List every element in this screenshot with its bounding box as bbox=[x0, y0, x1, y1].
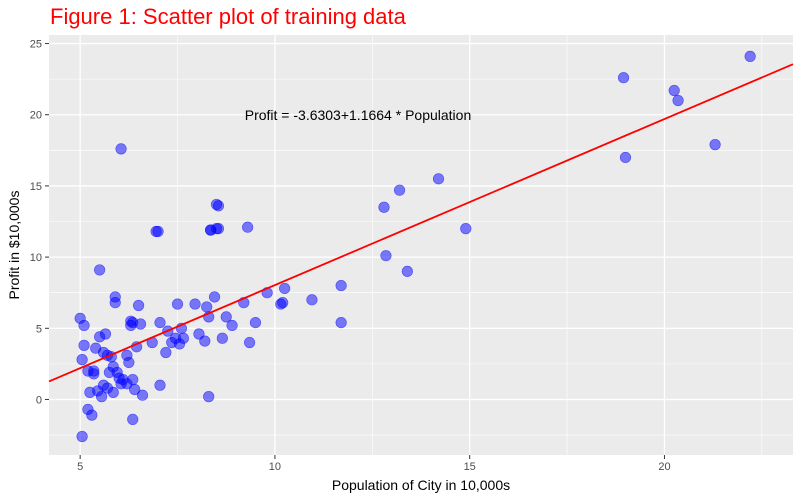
data-point bbox=[199, 335, 211, 347]
data-point bbox=[78, 339, 90, 351]
data-point bbox=[177, 332, 189, 344]
data-point bbox=[277, 297, 289, 309]
y-tick-label: 25 bbox=[30, 39, 42, 51]
x-axis-label: Population of City in 10,000s bbox=[332, 477, 510, 493]
data-point bbox=[201, 301, 213, 313]
x-tick-label: 10 bbox=[269, 461, 281, 473]
data-point bbox=[393, 184, 406, 196]
chart-title: Figure 1: Scatter plot of training data bbox=[50, 4, 407, 29]
data-point bbox=[132, 299, 145, 312]
gridlines-minor bbox=[49, 35, 793, 455]
data-point bbox=[432, 173, 445, 185]
data-point bbox=[94, 264, 106, 276]
data-point bbox=[335, 316, 347, 329]
x-tick-label: 20 bbox=[658, 461, 670, 473]
y-tick-label: 20 bbox=[30, 110, 42, 122]
data-point bbox=[152, 225, 164, 238]
data-point bbox=[160, 346, 172, 359]
y-tick-label: 15 bbox=[30, 181, 42, 193]
data-point bbox=[86, 409, 98, 421]
data-point bbox=[244, 336, 256, 349]
regression-line bbox=[48, 63, 794, 383]
data-point bbox=[249, 316, 262, 329]
data-point bbox=[709, 139, 721, 151]
y-tick-label: 5 bbox=[36, 323, 42, 335]
data-point bbox=[205, 224, 217, 236]
data-point bbox=[107, 386, 119, 398]
data-point bbox=[134, 318, 147, 330]
data-points bbox=[74, 50, 756, 443]
data-point bbox=[460, 223, 472, 235]
data-point bbox=[226, 319, 238, 332]
x-tick-label: 5 bbox=[77, 461, 83, 473]
y-axis-label: Profit in $10,000s bbox=[6, 191, 22, 300]
data-point bbox=[76, 430, 88, 443]
data-point bbox=[115, 143, 127, 155]
data-point bbox=[378, 201, 390, 213]
data-point bbox=[220, 311, 232, 323]
data-point bbox=[123, 356, 135, 369]
data-point bbox=[127, 413, 139, 426]
data-point bbox=[154, 316, 166, 329]
data-point bbox=[335, 279, 347, 292]
data-point bbox=[306, 294, 318, 306]
y-axis-ticks: 0 5 10 15 20 25 bbox=[30, 39, 49, 406]
y-tick-label: 0 bbox=[36, 394, 42, 406]
data-point bbox=[136, 389, 149, 401]
data-point bbox=[154, 379, 166, 391]
data-point bbox=[129, 383, 141, 396]
equation-annotation: Profit = -3.6303+1.1664 * Population bbox=[245, 107, 472, 123]
regression-line-path bbox=[48, 63, 794, 383]
data-point bbox=[76, 354, 88, 366]
data-point bbox=[203, 391, 215, 403]
data-point bbox=[744, 50, 756, 62]
data-point bbox=[171, 298, 184, 310]
data-point bbox=[216, 332, 228, 344]
data-point bbox=[617, 72, 630, 84]
data-point bbox=[401, 265, 413, 277]
data-point bbox=[121, 378, 133, 390]
x-axis-ticks: 5 10 15 20 bbox=[77, 455, 671, 473]
y-tick-label: 10 bbox=[30, 252, 42, 264]
x-tick-label: 15 bbox=[464, 461, 476, 473]
data-point bbox=[208, 291, 221, 303]
data-point bbox=[125, 315, 137, 327]
data-point bbox=[279, 282, 291, 295]
data-point bbox=[210, 198, 223, 211]
data-point bbox=[109, 297, 121, 309]
data-point bbox=[99, 328, 112, 340]
plot-panel bbox=[49, 35, 793, 455]
data-point bbox=[619, 151, 632, 164]
data-point bbox=[668, 84, 680, 97]
data-point bbox=[189, 298, 201, 310]
data-point bbox=[380, 250, 392, 262]
data-point bbox=[78, 319, 90, 332]
data-point bbox=[88, 368, 100, 380]
data-point bbox=[672, 94, 684, 107]
data-point bbox=[95, 391, 108, 403]
data-point bbox=[242, 221, 254, 233]
